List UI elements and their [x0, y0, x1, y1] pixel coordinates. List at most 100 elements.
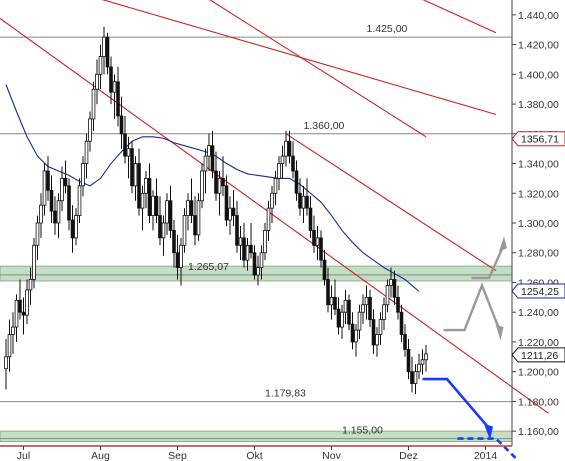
trendline-1: [285, 133, 497, 272]
candle-82: [291, 141, 295, 179]
scenario-up-arrow: [471, 246, 505, 280]
candle-body: [11, 326, 15, 335]
candle-body: [413, 371, 418, 384]
candle-body: [39, 204, 43, 224]
candle-body: [406, 348, 411, 373]
candle-body: [396, 296, 400, 313]
candle-31: [112, 74, 117, 119]
candle-body: [81, 163, 85, 187]
candle-body: [175, 252, 180, 269]
y-axis-ticks: 1.160,00 1.180,00 1.200,00 1.220,00 1.240,00…: [512, 10, 559, 438]
candle-body: [270, 192, 274, 209]
candle-33: [119, 96, 124, 149]
candle-20: [74, 208, 78, 246]
candle-body: [375, 334, 379, 346]
candle-88: [312, 215, 316, 253]
level-label-0: 1.425,00: [367, 23, 408, 35]
candle-94: [333, 279, 337, 316]
candle-body: [357, 311, 362, 331]
candle-6: [25, 279, 29, 325]
candle-7: [28, 267, 33, 305]
candle-52: [186, 193, 190, 231]
candle-74: [263, 223, 267, 261]
candle-114: [403, 324, 407, 357]
x-tick-label: Nov: [322, 450, 341, 461]
candle-body: [161, 222, 166, 239]
horizontal-levels: 1.425,00 1.360,00 1.265,07 1.179,83 1.155,00: [0, 23, 512, 440]
candle-body: [354, 329, 358, 343]
candle-body: [210, 145, 215, 172]
candle-body: [56, 200, 61, 224]
candle-112: [396, 285, 400, 320]
candle-85: [301, 185, 306, 223]
candle-4: [18, 279, 22, 320]
candle-body: [32, 244, 36, 280]
candle-body: [144, 177, 148, 194]
candle-28: [102, 26, 106, 75]
candle-19: [70, 205, 75, 253]
x-tick-label: Jul: [17, 450, 30, 461]
candle-65: [231, 190, 236, 226]
candle-15: [56, 193, 61, 238]
candle-115: [406, 338, 411, 380]
candle-body: [266, 207, 271, 231]
candle-body: [182, 215, 187, 246]
x-tick-label: Sep: [168, 450, 187, 461]
candle-body: [172, 230, 176, 254]
price-marker-2: 1211,26: [511, 347, 565, 363]
candle-26: [95, 59, 99, 105]
candle-body: [168, 200, 173, 231]
candle-body: [224, 185, 229, 221]
candle-119: [420, 349, 425, 375]
candle-body: [126, 148, 131, 157]
candle-78: [277, 156, 281, 191]
candle-body: [14, 299, 19, 328]
candle-105: [371, 309, 376, 354]
candle-body: [280, 155, 285, 164]
candle-100: [354, 324, 358, 357]
candle-90: [319, 230, 323, 268]
candle-body: [140, 192, 145, 209]
blue-target-arrow: [422, 377, 490, 430]
candle-12: [46, 156, 50, 201]
candle-body: [231, 207, 236, 216]
candle-body: [364, 296, 369, 306]
price-marker-0: 1356,71: [511, 131, 565, 147]
candle-75: [266, 200, 271, 241]
candle-body: [165, 200, 169, 224]
scenario-down-arrowhead: [495, 324, 504, 341]
candle-17: [63, 160, 68, 194]
candle-body: [347, 299, 351, 325]
candle-body: [273, 177, 278, 194]
candle-body: [21, 311, 26, 316]
candle-21: [77, 178, 82, 223]
candle-84: [298, 178, 302, 216]
candle-body: [287, 140, 292, 157]
candle-104: [368, 289, 372, 328]
y-tick-label: 1.300,00: [518, 218, 559, 230]
scenario-up-arrowhead: [499, 236, 507, 252]
candle-body: [420, 359, 425, 365]
candle-87: [308, 196, 313, 238]
candle-body: [18, 299, 22, 313]
x-tick-label: Aug: [91, 450, 110, 461]
candle-body: [42, 170, 47, 206]
candle-92: [326, 267, 330, 313]
candle-body: [385, 285, 390, 306]
candle-58: [207, 133, 211, 171]
trendlines: [0, 0, 549, 414]
candle-body: [284, 140, 288, 157]
price-marker-1: 1254,25: [511, 283, 565, 299]
candle-36: [130, 141, 134, 194]
candle-2: [11, 312, 15, 354]
candle-body: [294, 170, 299, 194]
candle-body: [322, 259, 327, 280]
candle-body: [389, 279, 393, 286]
candle-37: [133, 156, 138, 201]
y-tick-label: 1.400,00: [518, 69, 559, 81]
candle-14: [53, 196, 57, 235]
candle-body: [308, 207, 313, 231]
candle-body: [63, 177, 68, 187]
candle-89: [315, 225, 320, 261]
